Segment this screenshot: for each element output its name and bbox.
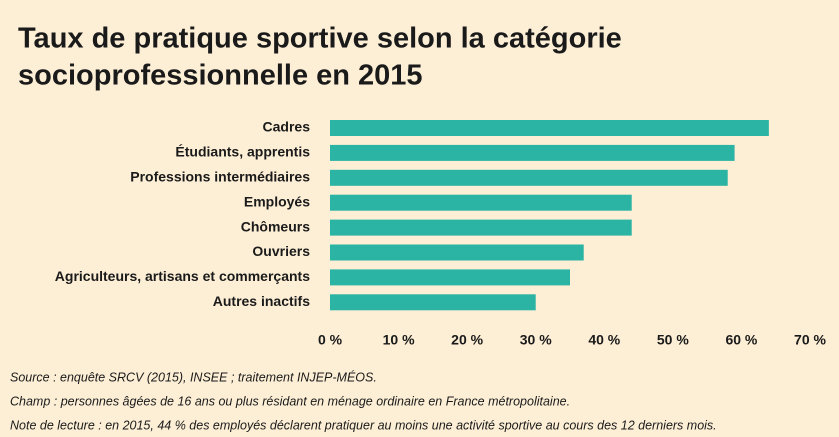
y-tick-label: Cadres	[263, 119, 311, 135]
footnote: Note de lecture : en 2015, 44 % des empl…	[10, 418, 717, 432]
bar	[330, 294, 536, 311]
y-tick-label: Autres inactifs	[213, 293, 310, 309]
y-tick-label: Agriculteurs, artisans et commerçants	[55, 268, 310, 284]
y-tick-label: Employés	[244, 193, 310, 209]
y-tick-label: Ouvriers	[252, 243, 310, 259]
y-tick-label: Étudiants, apprentis	[175, 144, 310, 160]
bar	[330, 144, 735, 161]
x-tick-label: 40 %	[588, 332, 620, 348]
x-tick-label: 60 %	[725, 332, 757, 348]
x-tick-label: 30 %	[520, 332, 552, 348]
chart-title: Taux de pratique sportive selon la catég…	[18, 23, 622, 55]
chart-title: socioprofessionnelle en 2015	[18, 60, 423, 92]
bar	[330, 219, 632, 236]
x-tick-label: 10 %	[383, 332, 415, 348]
x-tick-label: 0 %	[318, 332, 343, 348]
x-tick-label: 20 %	[451, 332, 483, 348]
y-tick-label: Chômeurs	[241, 218, 310, 234]
bar	[330, 269, 570, 286]
x-tick-label: 70 %	[794, 332, 826, 348]
bar	[330, 169, 728, 186]
y-tick-label: Professions intermédiaires	[130, 169, 310, 185]
footnote: Source : enquête SRCV (2015), INSEE ; tr…	[10, 369, 377, 384]
x-tick-label: 50 %	[657, 332, 689, 348]
bar	[330, 244, 584, 261]
footnote: Champ : personnes âgées de 16 ans ou plu…	[10, 394, 570, 408]
bar	[330, 194, 632, 211]
bar	[330, 120, 769, 136]
